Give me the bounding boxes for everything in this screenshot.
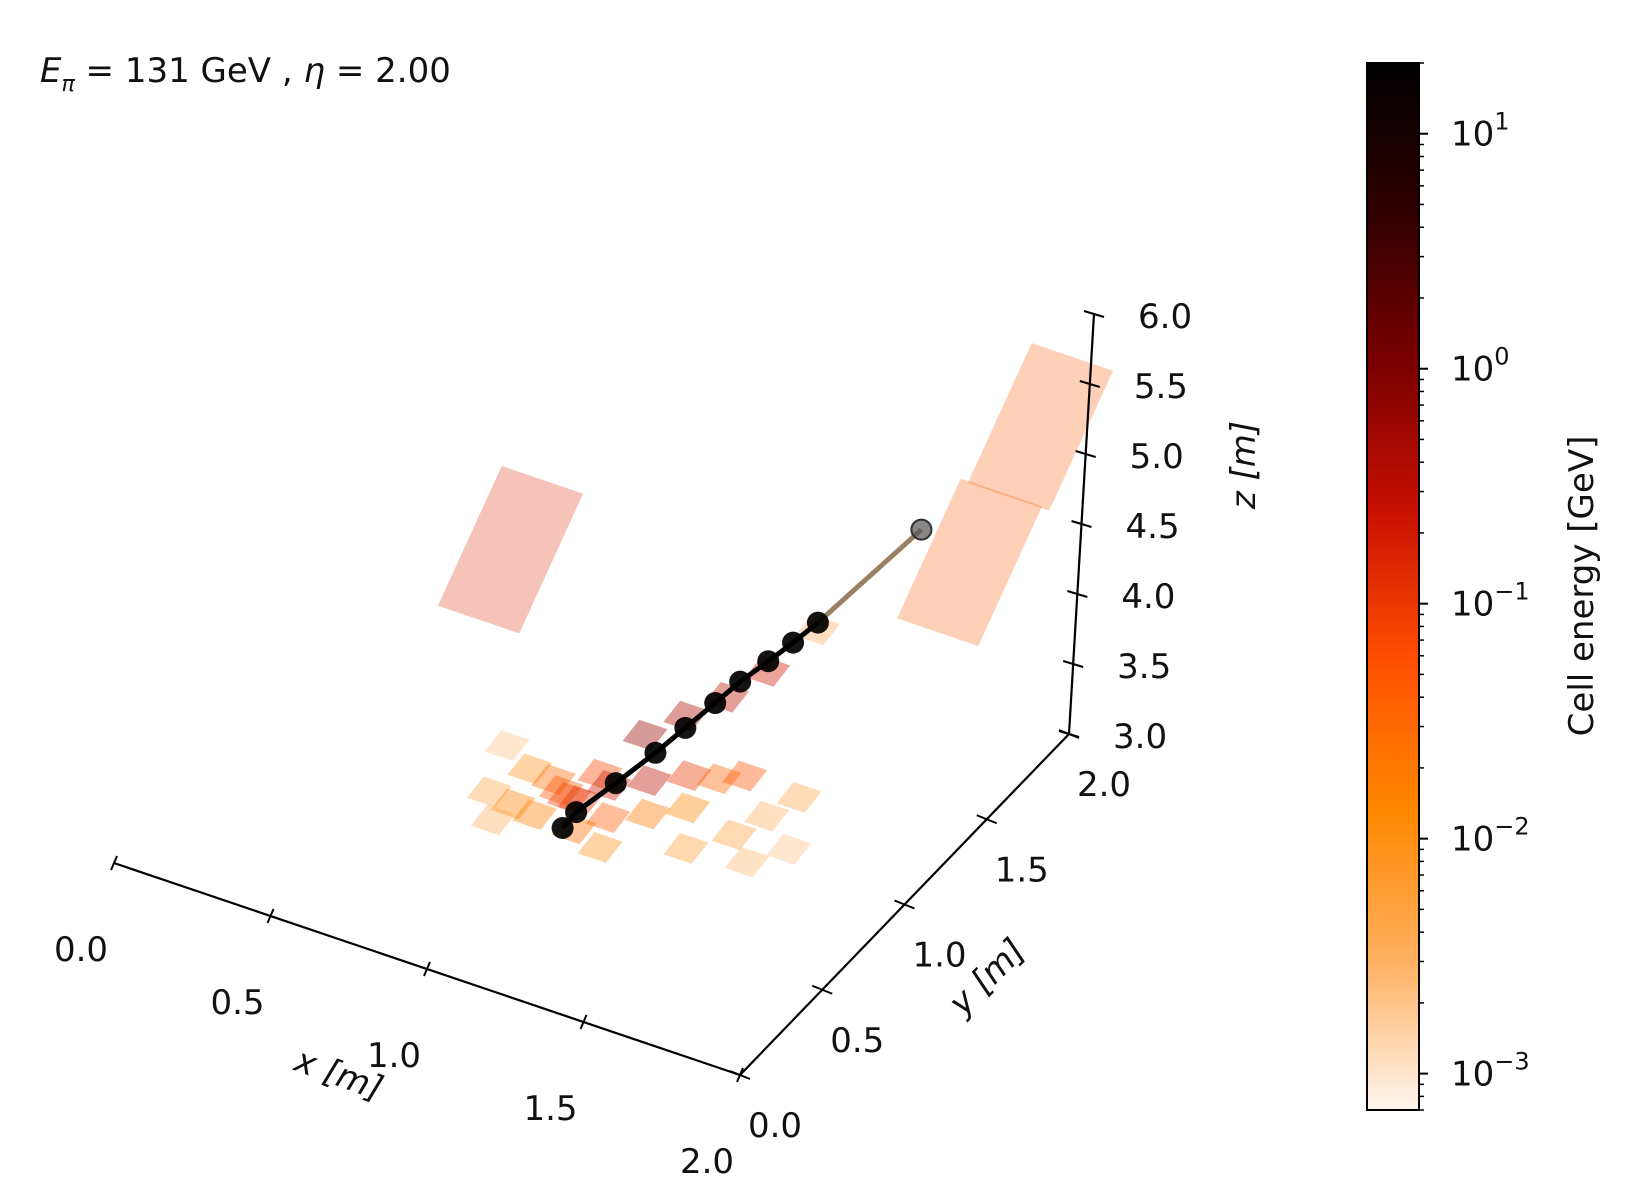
z-tick-label: 3.5	[1117, 647, 1171, 687]
energy-cell	[467, 776, 512, 808]
energy-cell	[585, 802, 631, 833]
energy-cell	[490, 788, 536, 820]
track-point	[604, 772, 627, 795]
energy-cell	[696, 763, 742, 795]
energy-cell	[507, 753, 553, 785]
z-axis-tick	[1058, 730, 1080, 738]
x-axis-tick	[266, 908, 275, 924]
colorbar-ticks: 101 100 10−1 10−2 10−3	[1419, 62, 1530, 1111]
energy-cell	[484, 730, 530, 761]
energy-cell	[766, 833, 812, 865]
colorbar-bar	[1366, 62, 1420, 1111]
energy-cell	[776, 782, 822, 813]
energy-cell	[666, 760, 712, 791]
colorbar-tick-label: 100	[1451, 343, 1510, 390]
colorbar: 101 100 10−1 10−2 10−3 Cell energy [GeV]	[1366, 62, 1602, 1111]
x-tick-label: 2.0	[680, 1142, 734, 1182]
energy-cell	[967, 343, 1114, 511]
z-tick-label: 4.0	[1121, 577, 1175, 617]
energy-cell	[724, 846, 770, 878]
track-point	[782, 631, 805, 654]
y-tick-label: 0.0	[748, 1106, 802, 1146]
x-axis-tick	[579, 1014, 588, 1030]
energy-cell	[744, 800, 789, 832]
energy-cell	[625, 798, 671, 830]
x-tick-label: 0.0	[54, 930, 108, 970]
track-extrapolation-line	[816, 527, 924, 625]
energy-cell	[512, 799, 558, 830]
track-point	[806, 611, 829, 634]
energy-cell	[577, 832, 623, 863]
y-tick-label: 0.5	[830, 1021, 884, 1061]
energy-cell	[538, 775, 584, 806]
energy-cell	[437, 466, 584, 634]
x-axis-tick	[423, 961, 431, 977]
z-axis-tick	[1071, 520, 1092, 528]
x-tick-label: 0.5	[210, 983, 264, 1023]
z-axis-tick	[1083, 310, 1105, 318]
energy-cell	[722, 760, 768, 792]
energy-cell	[665, 792, 711, 824]
colorbar-tick-label: 101	[1451, 108, 1510, 155]
x-tick-label: 1.5	[523, 1089, 577, 1129]
x-axis-tick	[110, 855, 118, 871]
track-line	[560, 620, 820, 830]
y-axis-tick	[976, 814, 998, 825]
track-point	[704, 692, 727, 715]
z-axis-tick	[1079, 380, 1101, 388]
x-tick-label: 1.0	[367, 1036, 421, 1076]
track-point	[729, 670, 752, 693]
energy-cell	[663, 833, 709, 864]
energy-cell	[470, 804, 516, 836]
axes-3d: 0.0 0.5 1.0 1.5 2.0 0.0 0.5 1.0 1.5 2.0 3.0 3.5 4.0 4…	[54, 297, 1264, 1182]
y-tick-label: 1.0	[912, 936, 966, 976]
colorbar-label: Cell energy [GeV]	[1562, 436, 1602, 737]
track-point	[644, 741, 667, 764]
plot-title: Eπ = 131 GeV , η = 2.00	[40, 51, 451, 97]
colorbar-tick-label: 10−1	[1451, 578, 1530, 625]
z-tick-label: 3.0	[1113, 717, 1167, 757]
z-axis-tick	[1075, 450, 1096, 458]
y-axis-tick	[729, 1070, 751, 1080]
z-tick-label: 5.0	[1130, 437, 1184, 477]
colorbar-tick-label: 10−2	[1451, 813, 1530, 860]
z-tick-label: 4.5	[1126, 507, 1180, 547]
z-axis-tick	[1067, 590, 1088, 598]
track-layer	[551, 518, 933, 840]
colorbar-tick-label: 10−3	[1451, 1048, 1530, 1095]
track-point	[674, 716, 697, 739]
z-tick-label: 6.0	[1138, 297, 1192, 337]
energy-cell	[626, 765, 672, 796]
energy-cell	[897, 478, 1043, 646]
energy-cell	[531, 764, 576, 795]
y-tick-label: 2.0	[1077, 765, 1131, 805]
y-axis-tick	[811, 984, 833, 995]
cells-layer	[437, 343, 1114, 878]
z-axis-tick	[1062, 660, 1084, 668]
track-point	[757, 650, 780, 673]
track-end-point	[910, 518, 933, 541]
z-tick-label: 5.5	[1134, 367, 1188, 407]
energy-cell	[663, 700, 709, 732]
tick-layer: 0.0 0.5 1.0 1.5 2.0 0.0 0.5 1.0 1.5 2.0 3.0 3.5 4.0 4…	[54, 297, 1192, 1182]
energy-cell	[711, 819, 757, 851]
y-tick-label: 1.5	[995, 850, 1049, 890]
track-point	[551, 817, 574, 840]
z-axis-title: z [m]	[1224, 421, 1264, 510]
track-point	[565, 801, 588, 824]
y-axis-tick	[894, 899, 915, 910]
